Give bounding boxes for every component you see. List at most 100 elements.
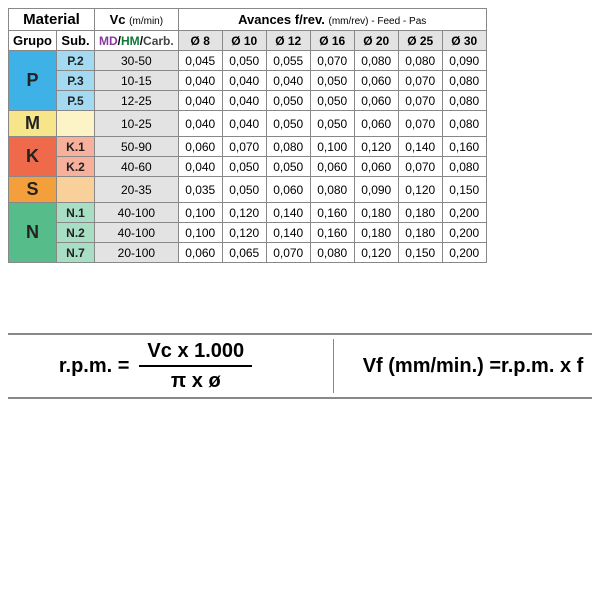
- vc-cell: 10-15: [95, 71, 179, 91]
- main-table: MaterialVc (m/min)Avances f/rev. (mm/rev…: [8, 8, 487, 263]
- feed-cell: 0,120: [222, 203, 266, 223]
- feed-cell: 0,080: [442, 91, 486, 111]
- hdr-sub: Sub.: [57, 31, 95, 51]
- vc-cell: 40-60: [95, 157, 179, 177]
- feed-cell: 0,050: [310, 71, 354, 91]
- feed-cell: 0,070: [398, 91, 442, 111]
- vc-cell: 30-50: [95, 51, 179, 71]
- feed-cell: 0,060: [354, 71, 398, 91]
- hdr-dia-4: Ø 20: [354, 31, 398, 51]
- feed-cell: 0,050: [310, 111, 354, 137]
- fraction: Vc x 1.000 π x ø: [139, 339, 252, 393]
- feed-cell: 0,120: [354, 243, 398, 263]
- sub-cell: P.5: [57, 91, 95, 111]
- vc-cell: 20-35: [95, 177, 179, 203]
- vc-cell: 12-25: [95, 91, 179, 111]
- hdr-material: Material: [9, 9, 95, 31]
- hdr-dia-1: Ø 10: [222, 31, 266, 51]
- sub-cell: P.3: [57, 71, 95, 91]
- feed-cell: 0,050: [266, 91, 310, 111]
- hdr-vc: Vc (m/min): [95, 9, 179, 31]
- group-N: N: [9, 203, 57, 263]
- feed-cell: 0,090: [354, 177, 398, 203]
- feed-cell: 0,100: [178, 223, 222, 243]
- group-P: P: [9, 51, 57, 111]
- rpm-label: r.p.m. =: [59, 355, 130, 378]
- feed-cell: 0,160: [310, 223, 354, 243]
- feed-cell: 0,060: [354, 111, 398, 137]
- feed-cell: 0,180: [398, 203, 442, 223]
- feed-cell: 0,120: [222, 223, 266, 243]
- feed-cell: 0,060: [354, 157, 398, 177]
- feed-cell: 0,040: [222, 91, 266, 111]
- hdr-dia-5: Ø 25: [398, 31, 442, 51]
- feed-cell: 0,150: [442, 177, 486, 203]
- sub-cell: N.7: [57, 243, 95, 263]
- feed-cell: 0,060: [354, 91, 398, 111]
- feed-cell: 0,080: [442, 71, 486, 91]
- feed-cell: 0,070: [398, 157, 442, 177]
- feed-cell: 0,040: [178, 111, 222, 137]
- feed-cell: 0,160: [442, 137, 486, 157]
- hdr-dia-2: Ø 12: [266, 31, 310, 51]
- hdr-dia-6: Ø 30: [442, 31, 486, 51]
- feed-cell: 0,080: [442, 157, 486, 177]
- hdr-grupo: Grupo: [9, 31, 57, 51]
- feed-cell: 0,040: [222, 71, 266, 91]
- formula-box: r.p.m. = Vc x 1.000 π x ø Vf (mm/min.) =…: [8, 333, 592, 399]
- feed-cell: 0,180: [354, 203, 398, 223]
- feed-cell: 0,065: [222, 243, 266, 263]
- feed-cell: 0,060: [310, 157, 354, 177]
- sub-cell: N.1: [57, 203, 95, 223]
- feed-cell: 0,200: [442, 203, 486, 223]
- feed-cell: 0,160: [310, 203, 354, 223]
- feed-cell: 0,040: [178, 91, 222, 111]
- cutting-data-table: MaterialVc (m/min)Avances f/rev. (mm/rev…: [8, 8, 592, 263]
- feed-cell: 0,120: [354, 137, 398, 157]
- feed-cell: 0,150: [398, 243, 442, 263]
- vf-formula: Vf (mm/min.) =r.p.m. x f: [334, 355, 592, 378]
- group-M: M: [9, 111, 57, 137]
- hdr-dia-0: Ø 8: [178, 31, 222, 51]
- feed-cell: 0,080: [398, 51, 442, 71]
- feed-cell: 0,060: [178, 137, 222, 157]
- sub-cell: K.1: [57, 137, 95, 157]
- feed-cell: 0,035: [178, 177, 222, 203]
- group-K: K: [9, 137, 57, 177]
- feed-cell: 0,040: [222, 111, 266, 137]
- vc-cell: 20-100: [95, 243, 179, 263]
- feed-cell: 0,050: [222, 157, 266, 177]
- feed-cell: 0,090: [442, 51, 486, 71]
- feed-cell: 0,080: [266, 137, 310, 157]
- feed-cell: 0,050: [266, 157, 310, 177]
- feed-cell: 0,050: [222, 177, 266, 203]
- feed-cell: 0,100: [310, 137, 354, 157]
- feed-cell: 0,180: [354, 223, 398, 243]
- feed-cell: 0,100: [178, 203, 222, 223]
- feed-cell: 0,040: [266, 71, 310, 91]
- sub-cell: N.2: [57, 223, 95, 243]
- feed-cell: 0,120: [398, 177, 442, 203]
- feed-cell: 0,070: [222, 137, 266, 157]
- feed-cell: 0,070: [398, 111, 442, 137]
- sub-cell: P.2: [57, 51, 95, 71]
- feed-cell: 0,055: [266, 51, 310, 71]
- feed-cell: 0,080: [310, 177, 354, 203]
- feed-cell: 0,050: [310, 91, 354, 111]
- feed-cell: 0,180: [398, 223, 442, 243]
- numerator: Vc x 1.000: [139, 339, 252, 367]
- hdr-advances: Avances f/rev. (mm/rev) - Feed - Pas: [178, 9, 486, 31]
- feed-cell: 0,070: [266, 243, 310, 263]
- denominator: π x ø: [163, 367, 229, 393]
- feed-cell: 0,140: [398, 137, 442, 157]
- feed-cell: 0,070: [398, 71, 442, 91]
- rpm-formula: r.p.m. = Vc x 1.000 π x ø: [8, 339, 334, 393]
- feed-cell: 0,050: [266, 111, 310, 137]
- feed-cell: 0,080: [354, 51, 398, 71]
- feed-cell: 0,040: [178, 157, 222, 177]
- feed-cell: 0,200: [442, 243, 486, 263]
- feed-cell: 0,140: [266, 203, 310, 223]
- feed-cell: 0,040: [178, 71, 222, 91]
- group-S: S: [9, 177, 57, 203]
- feed-cell: 0,050: [222, 51, 266, 71]
